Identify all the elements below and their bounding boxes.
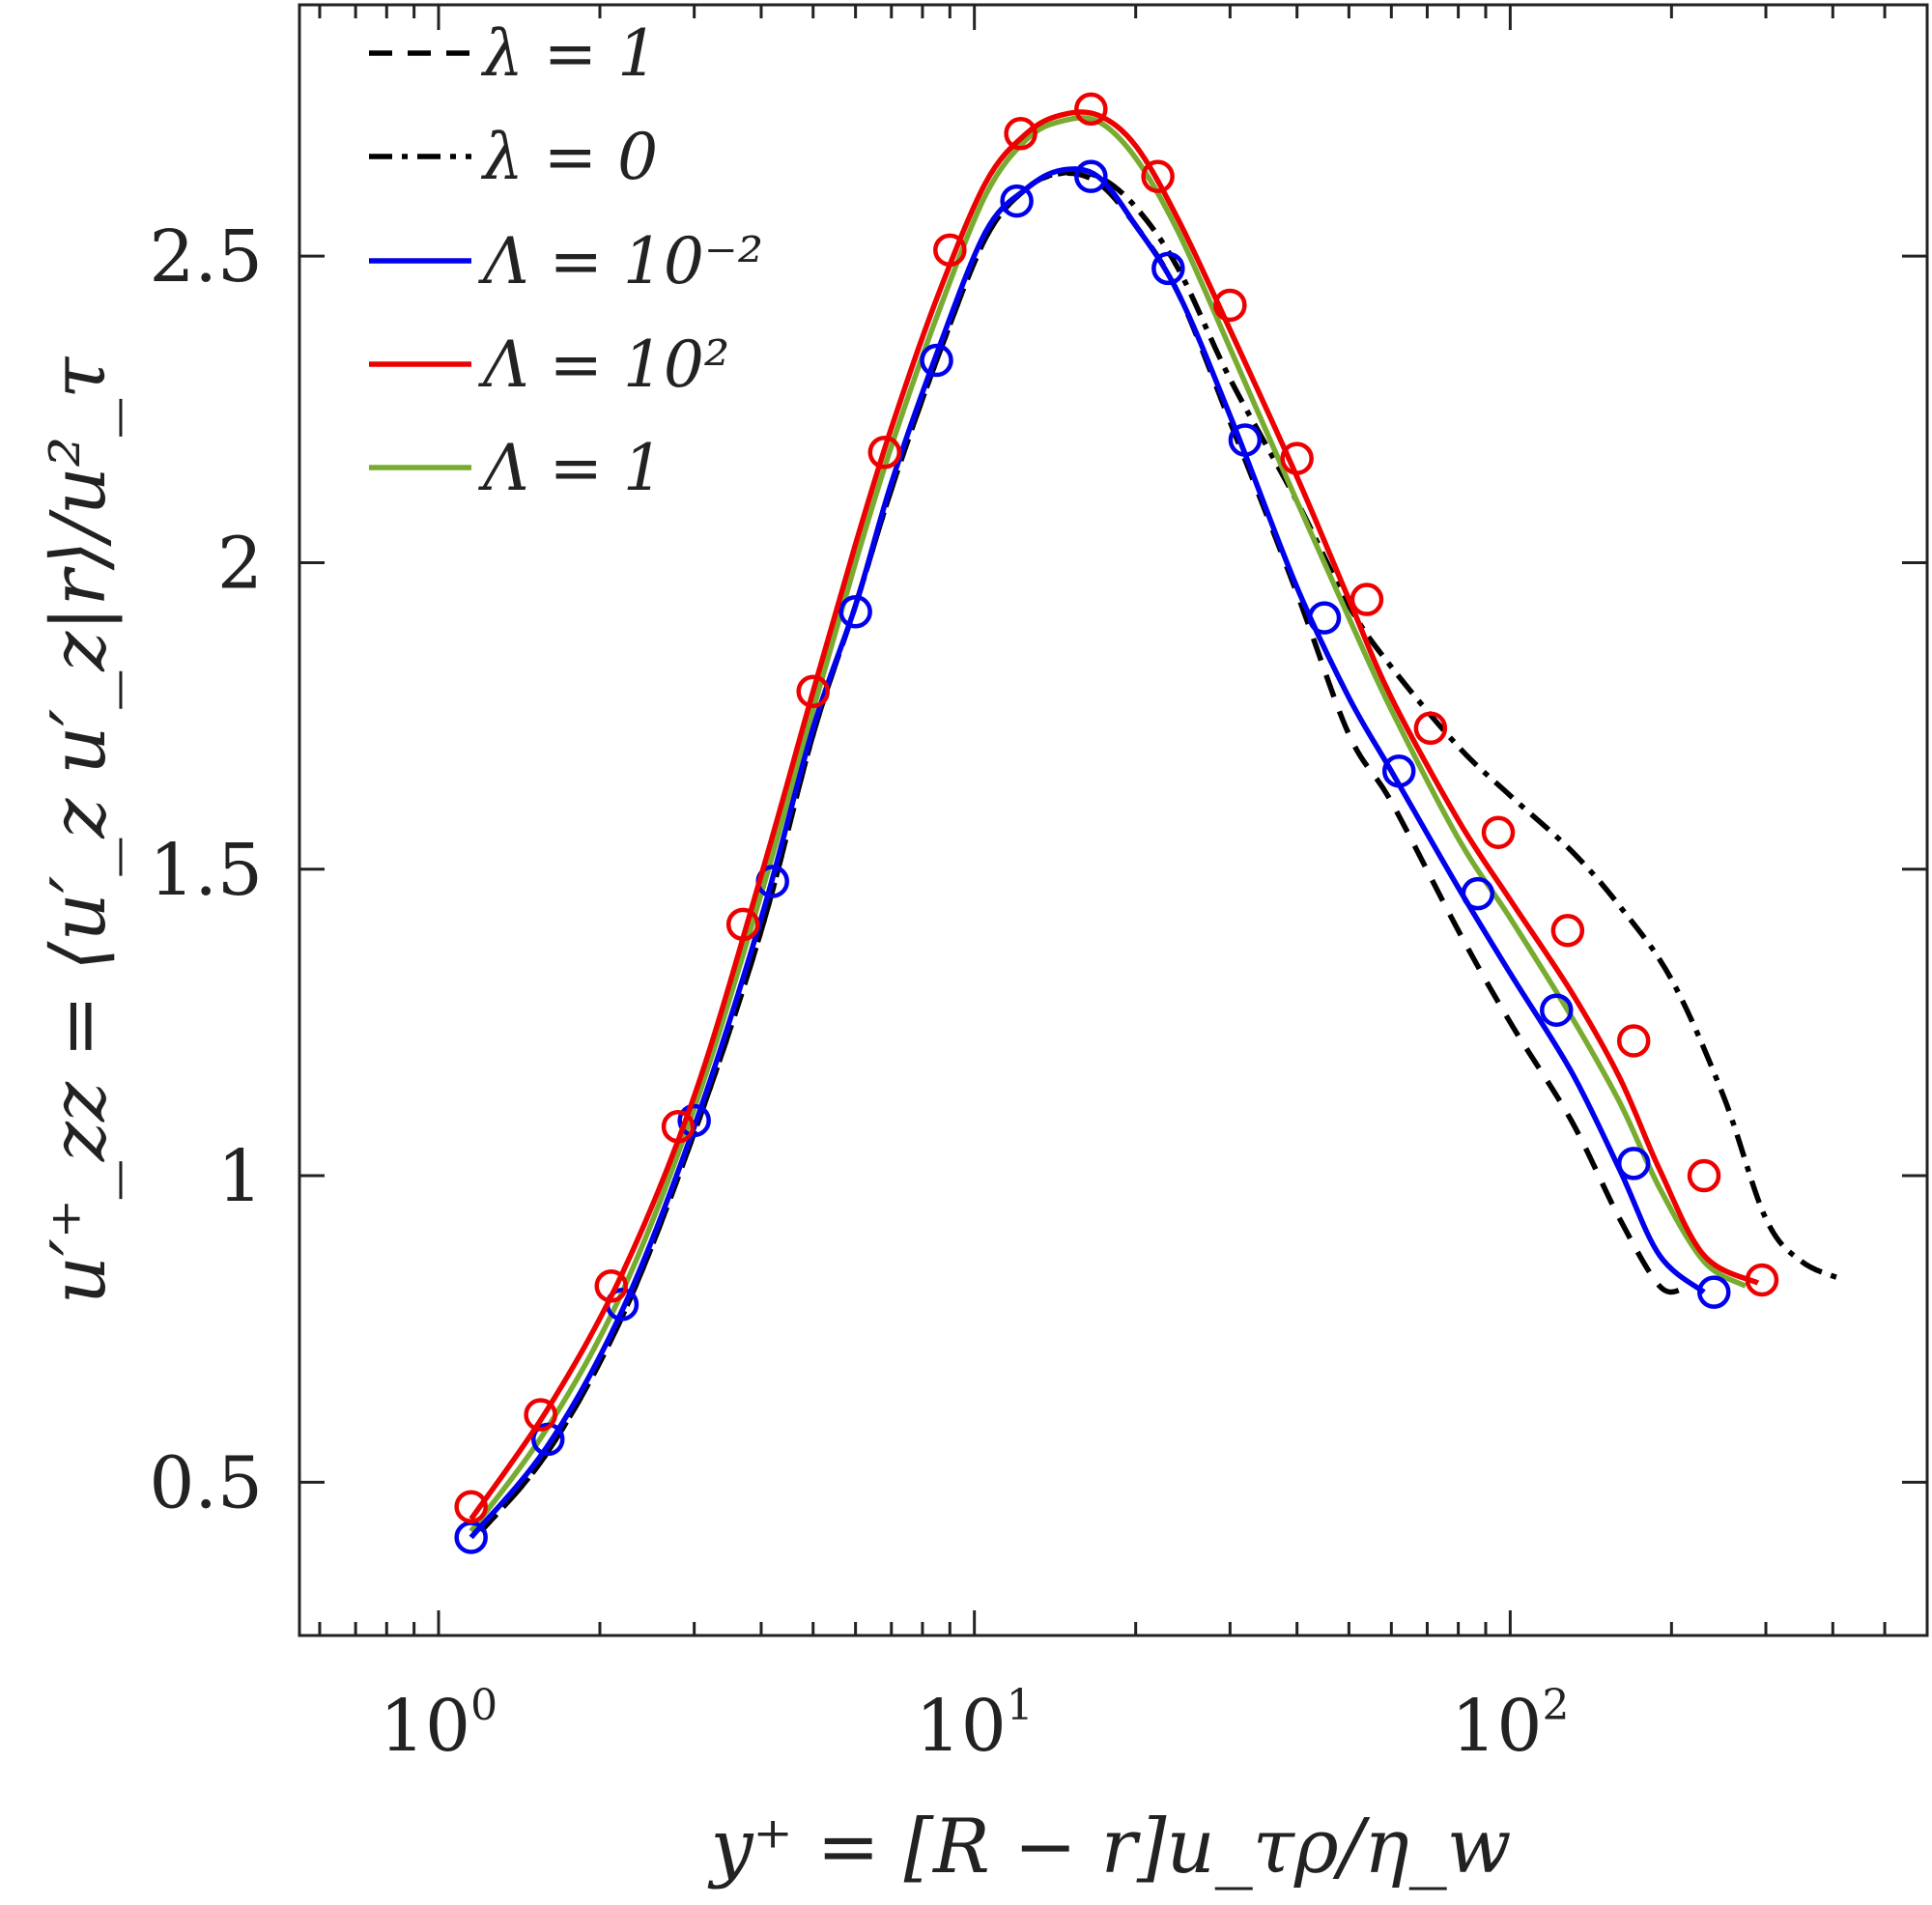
data-point (1213, 288, 1247, 323)
series-line-2 (469, 166, 1706, 1540)
y-tick-label: 2 (217, 522, 263, 605)
data-point (1151, 251, 1185, 286)
data-point (1413, 711, 1448, 746)
legend-label: Λ = 1 (477, 431, 664, 505)
data-point (1540, 993, 1574, 1027)
y-tick-label: 0.5 (149, 1441, 263, 1524)
data-point (838, 594, 872, 629)
x-tick-label: 101 (916, 1681, 1034, 1768)
data-point (1616, 1024, 1651, 1058)
y-tick-label: 2.5 (149, 215, 263, 299)
y-axis-label: u′⁺_zz = ⟨u′_z u′_z|r⟩/u²_τ (36, 355, 123, 1304)
data-point (1280, 441, 1314, 475)
legend: λ = 1 λ = 0 Λ = 10⁻² Λ = 10² Λ = 1 (369, 16, 763, 505)
x-tick-label: 102 (1451, 1681, 1569, 1768)
x-tick-labels: 100 101 102 (380, 1681, 1570, 1768)
data-point (725, 907, 760, 942)
legend-label: Λ = 10⁻² (477, 224, 763, 299)
data-point (677, 1103, 711, 1138)
y-tick-label: 1 (217, 1135, 263, 1218)
legend-entry: λ = 0 (369, 120, 658, 194)
y-tick-label: 1.5 (149, 829, 263, 912)
data-point (1000, 184, 1034, 218)
data-point (1228, 423, 1263, 457)
legend-entry: Λ = 10² (369, 327, 729, 402)
data-point (933, 233, 967, 268)
data-point (920, 343, 953, 378)
data-point (1616, 1147, 1651, 1180)
series-line-3 (469, 109, 1760, 1521)
data-point (796, 674, 830, 708)
legend-entry: λ = 1 (369, 16, 658, 91)
data-point (1074, 159, 1108, 193)
data-point (1687, 1158, 1721, 1193)
series-layer (454, 92, 1846, 1554)
data-point (1350, 583, 1384, 616)
legend-entry: Λ = 10⁻² (369, 224, 763, 299)
series-line-4 (469, 115, 1747, 1533)
x-axis-label: y⁺ = [R − r]u_τρ/η_w (707, 1804, 1511, 1891)
y-tick-labels: 0.5 1 1.5 2 2.5 (149, 215, 263, 1524)
data-point (454, 1490, 488, 1523)
data-point (1381, 753, 1416, 788)
data-point (524, 1398, 557, 1432)
data-point (661, 1110, 696, 1144)
data-point (594, 1269, 628, 1303)
data-point (1141, 159, 1175, 193)
data-point (1550, 913, 1585, 948)
x-tick-label: 100 (380, 1681, 497, 1768)
data-point (1307, 601, 1342, 635)
data-point (867, 435, 902, 469)
data-point (1004, 117, 1037, 151)
legend-label: λ = 1 (480, 16, 658, 91)
data-point (1074, 92, 1108, 127)
data-point (1697, 1275, 1731, 1309)
data-point (1461, 876, 1495, 911)
data-point (1745, 1263, 1779, 1297)
axis-ticks (299, 5, 1929, 1635)
data-point (1481, 815, 1516, 849)
legend-entry: Λ = 1 (369, 431, 664, 505)
legend-label: Λ = 10² (477, 327, 729, 402)
legend-label: λ = 0 (480, 120, 658, 194)
plot-frame (298, 3, 1929, 1637)
